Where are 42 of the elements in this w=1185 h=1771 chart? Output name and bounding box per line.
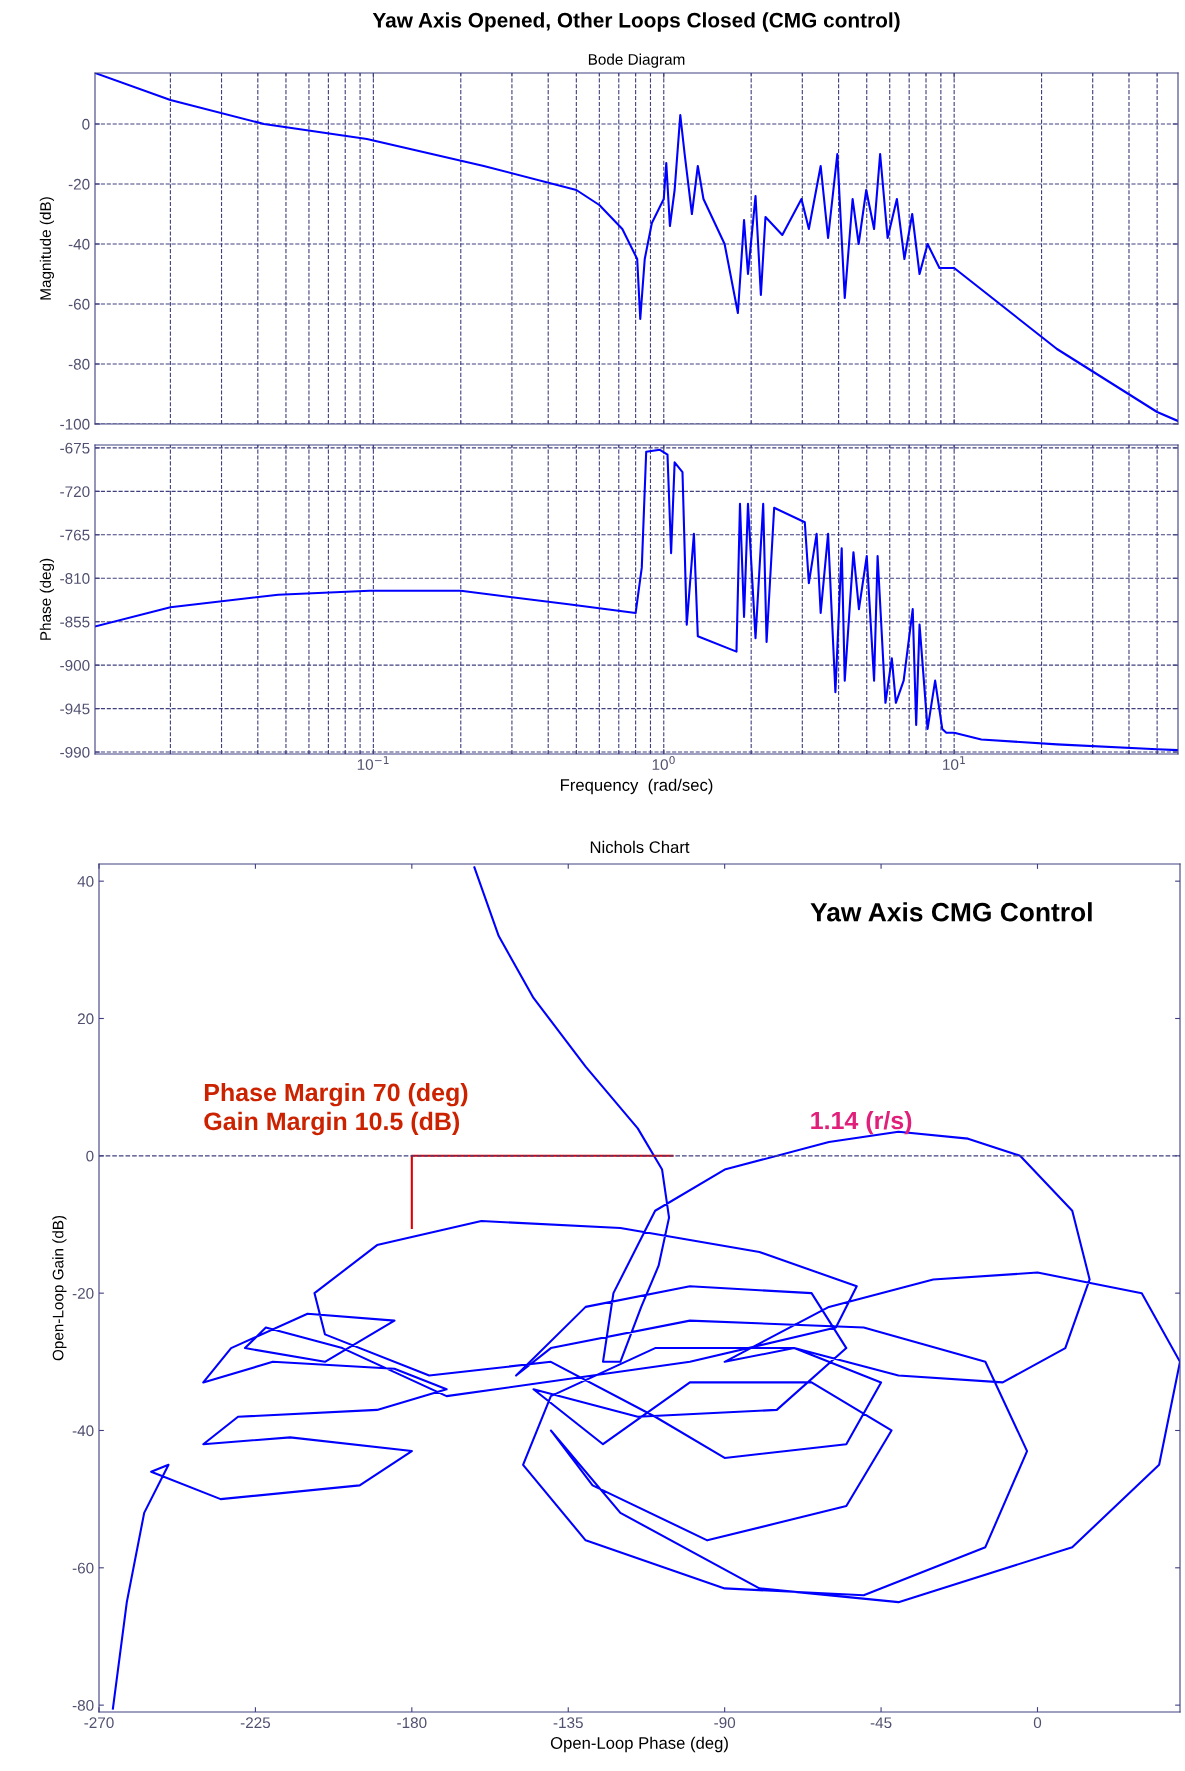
y-axis-title: Phase (deg) (39, 558, 55, 640)
y-tick-label: -20 (68, 178, 90, 190)
y-tick-label: -40 (68, 238, 90, 250)
x-tick-label: -270 (84, 1717, 114, 1729)
x-tick-label: 0 (1033, 1717, 1042, 1729)
y-tick-label: -80 (72, 1700, 94, 1711)
y-tick-label: -100 (60, 418, 90, 430)
y-tick-label: -810 (60, 573, 90, 584)
annotation: Yaw Axis CMG Control (810, 902, 1092, 922)
y-tick-label: -675 (60, 442, 90, 454)
y-tick-label: -900 (60, 660, 90, 671)
y-tick-label: -720 (60, 486, 90, 498)
x-axis-title: Open-Loop Phase (deg) (550, 1736, 728, 1753)
y-axis-title: Magnitude (dB) (39, 197, 55, 300)
y-tick-label: 0 (82, 118, 90, 130)
y-tick-label: -990 (60, 746, 90, 758)
y-tick-label: 40 (77, 876, 94, 887)
x-tick-label: -225 (240, 1717, 271, 1729)
x-tick-label: -45 (870, 1717, 892, 1729)
y-tick-label: -60 (68, 298, 90, 310)
x-tick-label: 10$^{1}$ (943, 756, 965, 770)
annotation: Phase Margin 70 (deg) Gain Margin 10.5 (dB) (204, 1082, 468, 1136)
x-tick-label: -90 (714, 1717, 736, 1729)
chart-subtitle: Bode Diagram (588, 53, 685, 68)
x-tick-label: 10$^{−1}$ (357, 756, 389, 770)
x-axis-title: Frequency (rad/sec) (560, 778, 713, 795)
chart-title: Yaw Axis Opened, Other Loops Closed (CMG control) (372, 12, 900, 32)
x-tick-label: -180 (397, 1717, 427, 1729)
y-tick-label: -80 (68, 358, 90, 370)
y-tick-label: -945 (60, 703, 90, 715)
y-tick-label: -855 (60, 616, 90, 628)
x-tick-label: 10$^{0}$ (652, 756, 675, 770)
y-tick-label: -20 (72, 1288, 94, 1299)
y-tick-label: -765 (60, 529, 90, 541)
chart-title: Nichols Chart (590, 840, 690, 854)
y-axis-title: Open-Loop Gain (dB) (52, 1215, 67, 1361)
y-tick-label: 0 (86, 1150, 94, 1162)
y-tick-label: -40 (72, 1425, 94, 1437)
y-tick-label: -60 (72, 1562, 94, 1574)
x-tick-label: -135 (553, 1717, 583, 1729)
annotation: 1.14 (r/s) (811, 1110, 912, 1135)
y-tick-label: 20 (77, 1013, 94, 1025)
